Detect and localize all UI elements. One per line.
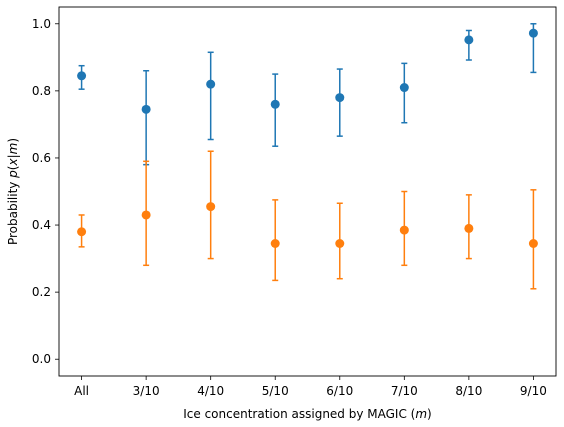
data-point [464, 35, 474, 45]
x-tick-label: 7/10 [391, 384, 418, 398]
y-tick-label: 0.4 [32, 218, 51, 232]
data-point [141, 104, 151, 114]
y-axis-label: Probability p(x|m) [6, 138, 20, 245]
y-tick-label: 1.0 [32, 17, 51, 31]
data-point [77, 71, 87, 81]
data-point [528, 28, 538, 38]
data-point [270, 238, 280, 248]
data-point [77, 227, 87, 237]
y-tick-label: 0.8 [32, 84, 51, 98]
data-point [399, 225, 409, 235]
y-tick-label: 0.6 [32, 151, 51, 165]
data-point [335, 238, 345, 248]
series-1 [77, 23, 538, 166]
x-axis-ticks: All 3/10 4/10 5/10 6/10 7/10 8/10 9/10 [74, 376, 547, 398]
x-tick-label: 8/10 [455, 384, 482, 398]
data-point [141, 210, 151, 220]
data-point [335, 93, 345, 103]
data-point [206, 202, 216, 212]
series-2 [77, 150, 538, 290]
plot-marks [77, 23, 538, 290]
data-point [528, 238, 538, 248]
data-point [270, 99, 280, 109]
y-axis-ticks: 0.0 0.2 0.4 0.6 0.8 1.0 [32, 17, 59, 366]
x-tick-label: 3/10 [133, 384, 160, 398]
y-tick-label: 0.0 [32, 352, 51, 366]
x-tick-label: 4/10 [197, 384, 224, 398]
x-tick-label: 9/10 [520, 384, 547, 398]
x-tick-label: 5/10 [262, 384, 289, 398]
x-tick-label: 6/10 [326, 384, 353, 398]
data-point [206, 79, 216, 89]
data-point [399, 83, 409, 93]
x-tick-label: All [74, 384, 89, 398]
y-tick-label: 0.2 [32, 285, 51, 299]
plot-frame [58, 6, 557, 377]
data-point [464, 223, 474, 233]
x-axis-label: Ice concentration assigned by MAGIC (m) [183, 407, 431, 421]
